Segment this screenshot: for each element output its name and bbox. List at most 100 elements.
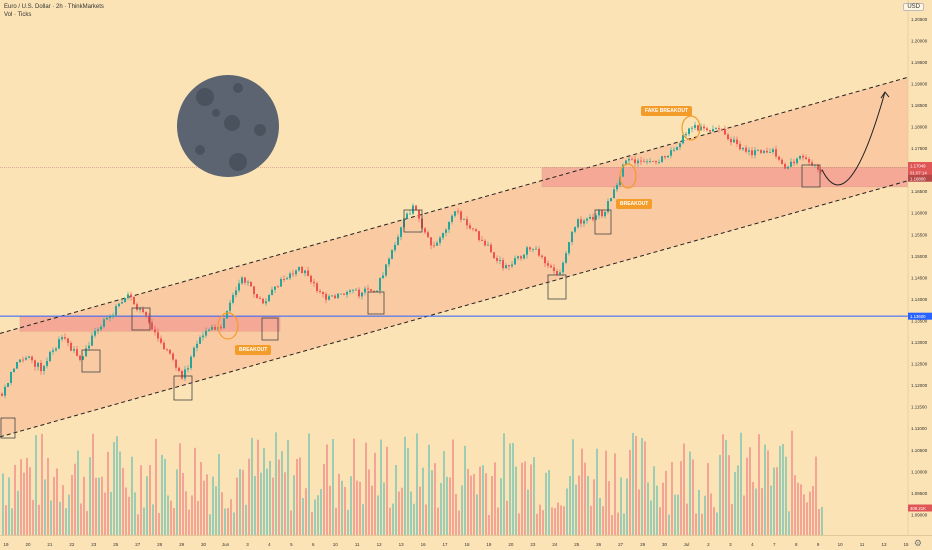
volume-bar [761,488,763,535]
current-price-tag-bg [908,162,932,170]
candle-body [88,345,90,349]
volume-bar [305,488,307,535]
volume-indicator-label[interactable]: Vol · Ticks [4,12,32,18]
candle-body [127,294,129,299]
candle-body [502,260,504,269]
volume-bar [758,434,760,535]
volume-bar [338,473,340,535]
candle-body [214,326,216,330]
volume-bar [218,454,220,535]
candle-body [418,210,420,219]
volume-bar [359,481,361,535]
volume-bar [80,503,82,535]
candle-body [748,150,750,152]
candle-body [604,211,606,217]
candle-body [688,128,690,134]
candle-body [340,293,342,295]
candle-body [295,270,297,275]
volume-bar [128,496,130,535]
volume-bar [125,487,127,535]
candle-body [586,218,588,221]
volume-bar [161,454,163,535]
candle-body [355,289,357,291]
candle-body [700,126,702,131]
volume-bar [17,490,19,535]
price-tick: 1.16000 [911,211,928,216]
highlight-box [0,417,16,439]
candle-body [667,155,669,158]
volume-bar [488,514,490,535]
candle-body [694,125,696,128]
volume-bar [674,494,676,535]
volume-bar [68,494,70,535]
candle-body [427,232,429,238]
volume-bar [329,485,331,535]
candle-body [424,228,426,233]
candle-body [40,362,42,372]
volume-bar [776,467,778,535]
candle-body [706,128,708,131]
volume-bar [632,432,634,535]
candle-body [331,295,333,297]
volume-bar [149,465,151,535]
price-tick: 1.16500 [911,189,928,194]
time-tick: 19 [486,542,492,547]
volume-bar [680,461,682,535]
volume-bar [77,450,79,535]
candle-body [550,265,552,268]
volume-bar [419,486,421,535]
candle-body [226,310,228,319]
symbol-title[interactable]: Euro / U.S. Dollar · 2h · ThinkMarkets [4,4,104,10]
volume-bar [98,477,100,535]
volume-bar [491,476,493,535]
candle-body [487,244,489,246]
candle-body [538,248,540,256]
candle-body [736,139,738,144]
volume-bar [53,477,55,535]
volume-bar [752,482,754,535]
highlight-box [367,291,385,315]
candle-body [241,277,243,284]
currency-button[interactable]: USD [903,3,924,11]
volume-bar [365,442,367,535]
time-tick: 29 [179,542,185,547]
time-tick: 3 [729,542,732,547]
candle-body [781,159,783,164]
volume-bar [320,489,322,535]
volume-bar [122,467,124,535]
volume-bar [11,508,13,535]
volume-bar [92,433,94,535]
time-axis[interactable] [0,535,932,550]
candle-body [457,211,459,213]
candle-body [775,149,777,157]
candle-body [100,326,102,330]
fake-breakout-label: FAKE BREAKOUT [641,106,693,116]
candle-body [784,163,786,169]
time-tick: 13 [882,542,888,547]
candle-body [208,329,210,331]
candle-body [319,291,321,293]
volume-bar [773,467,775,535]
volume-bar [167,495,169,535]
price-tick: 1.15000 [911,254,928,259]
candle-body [211,326,213,330]
volume-bar [386,446,388,535]
volume-bar [206,474,208,535]
candle-body [760,150,762,153]
candle-body [493,252,495,259]
volume-bar [413,503,415,535]
price-tick: 1.10000 [911,469,928,474]
volume-bar [722,434,724,535]
volume-bar [230,499,232,535]
volume-bar [584,462,586,535]
volume-bar [221,492,223,535]
volume-bar [782,444,784,535]
highlight-box [261,317,279,341]
volume-bar [623,513,625,535]
volume-bar [734,472,736,535]
candle-body [97,329,99,331]
candle-body [382,275,384,279]
settings-gear-icon[interactable]: ⚙ [913,538,922,548]
